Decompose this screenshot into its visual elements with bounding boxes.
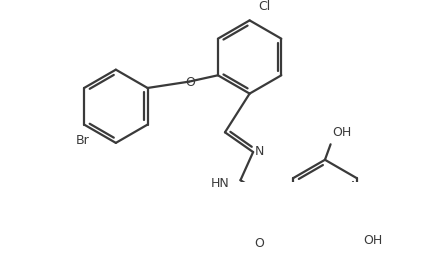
Text: OH: OH (364, 234, 383, 248)
Text: Br: Br (76, 134, 89, 147)
Text: OH: OH (332, 126, 351, 139)
Text: Cl: Cl (258, 0, 270, 13)
Text: N: N (255, 145, 265, 158)
Text: O: O (255, 237, 264, 250)
Text: O: O (185, 76, 195, 89)
Text: HN: HN (211, 177, 229, 189)
